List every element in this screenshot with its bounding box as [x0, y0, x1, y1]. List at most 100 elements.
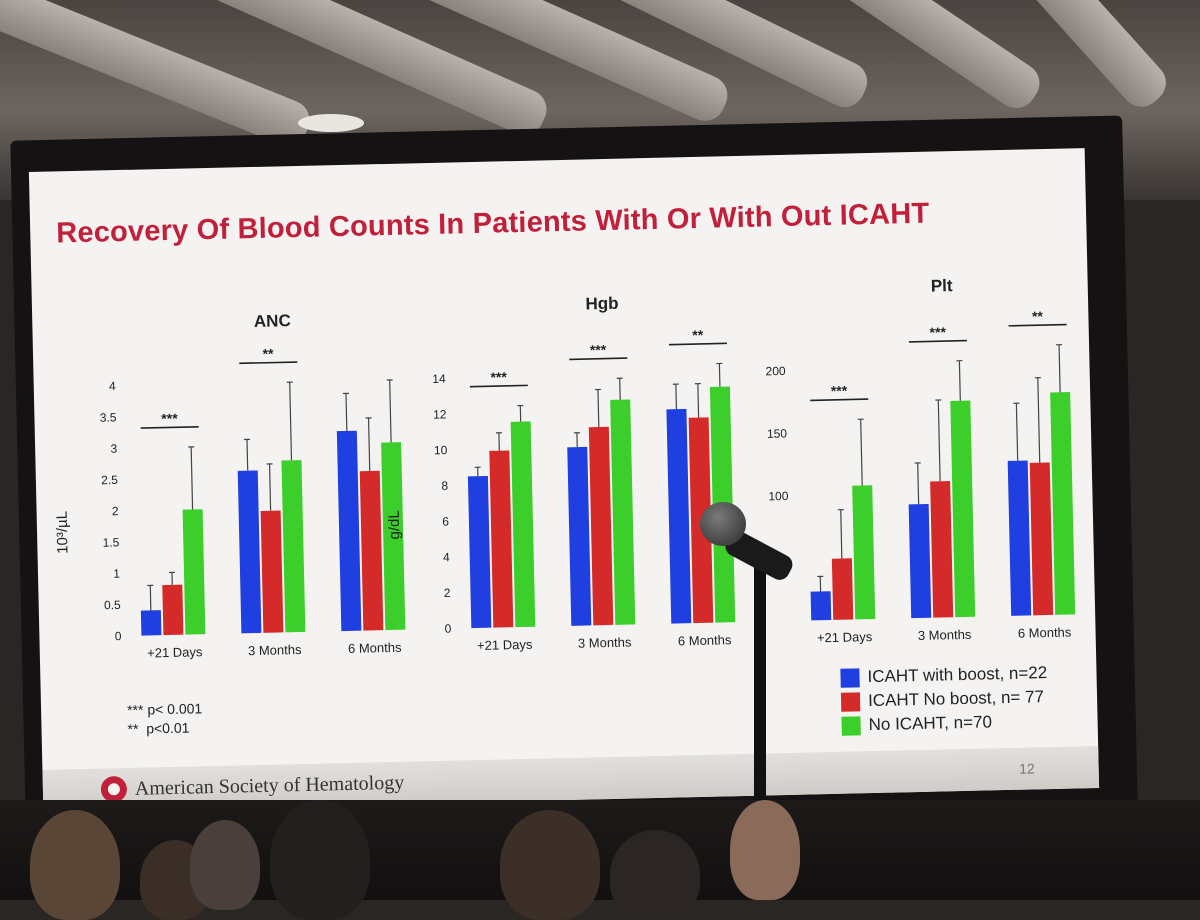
microphone-icon: [700, 502, 746, 546]
significance-bracket: [569, 358, 627, 359]
presentation-slide: Recovery Of Blood Counts In Patients Wit…: [29, 148, 1099, 812]
bar: [909, 504, 932, 618]
bar: [511, 421, 536, 627]
y-tick-label: 12: [433, 407, 447, 421]
legend-item: No ICAHT, n=70: [841, 709, 1048, 738]
bar: [360, 471, 384, 631]
legend-label: ICAHT with boost, n=22: [867, 663, 1047, 687]
error-bar: [698, 384, 699, 418]
y-tick-label: 10: [434, 443, 448, 457]
significance-marker: ***: [590, 342, 607, 358]
significance-marker: ***: [929, 324, 946, 340]
bar: [567, 447, 591, 626]
error-bar: [598, 389, 599, 426]
error-bar: [290, 382, 292, 460]
y-tick-label: 4: [443, 550, 450, 564]
y-tick-label: 8: [441, 479, 448, 493]
significance-marker: **: [1032, 308, 1044, 324]
significance-bracket: [669, 343, 727, 344]
significance-bracket: [141, 427, 199, 428]
significance-note-p01: ** p<0.01: [127, 720, 189, 737]
x-tick-label: +21 Days: [147, 644, 203, 660]
y-tick-label: 6: [442, 514, 449, 528]
x-tick-label: 6 Months: [1018, 625, 1072, 641]
significance-marker: **: [262, 346, 274, 362]
y-tick-label: 1: [113, 567, 120, 581]
bar: [852, 485, 875, 619]
bar: [238, 470, 262, 633]
significance-bracket: [239, 362, 297, 363]
error-bar: [959, 361, 960, 401]
error-bar: [861, 419, 863, 485]
legend-label: No ICAHT, n=70: [868, 712, 992, 735]
x-tick-label: 3 Months: [918, 627, 972, 643]
bar: [950, 401, 975, 618]
bar: [1008, 460, 1032, 615]
y-tick-label: 2: [112, 504, 119, 518]
y-tick-label: 0: [444, 622, 451, 636]
ash-logo-icon: [101, 776, 128, 803]
bar: [610, 399, 635, 624]
error-bar: [938, 400, 940, 481]
y-tick-label: 150: [767, 426, 788, 440]
y-tick-label: 3: [110, 442, 117, 456]
significance-bracket: [810, 399, 868, 400]
ceiling-light: [298, 114, 364, 132]
bar: [666, 409, 691, 624]
bar: [811, 591, 832, 620]
bar: [468, 476, 491, 628]
error-bar: [719, 364, 720, 387]
bar: [281, 460, 305, 632]
significance-bracket: [1009, 325, 1067, 326]
y-tick-label: 14: [432, 372, 446, 386]
y-tick-label: 0.5: [104, 598, 121, 612]
bar: [141, 610, 162, 635]
bar: [1030, 462, 1053, 615]
legend-swatch: [841, 692, 860, 711]
bar: [1050, 392, 1075, 615]
error-bar: [247, 439, 248, 470]
y-tick-label: 2: [444, 586, 451, 600]
bar: [489, 450, 513, 627]
error-bar: [390, 380, 391, 442]
bar: [261, 511, 284, 633]
y-tick-label: 3.5: [100, 410, 117, 424]
y-tick-label: 2.5: [101, 473, 118, 487]
error-bar: [676, 384, 677, 409]
y-axis-label: g/dL: [386, 510, 404, 540]
bar: [183, 509, 206, 634]
bar: [930, 481, 953, 618]
error-bar: [150, 585, 151, 610]
x-tick-label: +21 Days: [817, 629, 873, 645]
legend-label: ICAHT No boost, n= 77: [868, 687, 1044, 711]
y-tick-label: 1.5: [102, 535, 119, 549]
significance-marker: ***: [490, 369, 507, 385]
significance-note-p001: *** p< 0.001: [127, 700, 202, 718]
legend-swatch: [840, 668, 859, 687]
audience-silhouettes: [0, 800, 1200, 900]
error-bar: [191, 447, 192, 509]
x-tick-label: +21 Days: [477, 637, 533, 653]
significance-bracket: [909, 341, 967, 342]
y-tick-label: 4: [109, 379, 116, 393]
y-tick-label: 100: [768, 489, 789, 503]
x-tick-label: 3 Months: [578, 635, 632, 651]
bar: [162, 585, 183, 635]
y-axis-label: 10³/µL: [54, 511, 72, 554]
slide-page-number: 12: [1019, 760, 1035, 776]
error-bar: [346, 393, 347, 430]
x-tick-label: 3 Months: [248, 642, 302, 658]
x-tick-label: 6 Months: [678, 632, 732, 648]
significance-bracket: [470, 385, 528, 386]
bar: [589, 427, 613, 626]
significance-marker: ***: [831, 383, 848, 399]
y-tick-label: 200: [765, 364, 786, 378]
error-bar: [270, 464, 271, 511]
bar: [832, 558, 853, 620]
error-bar: [369, 418, 370, 471]
error-bar: [1016, 403, 1017, 460]
chart-title: ANC: [254, 311, 291, 331]
significance-marker: **: [692, 327, 704, 343]
organization-name: American Society of Hematology: [135, 771, 405, 800]
error-bar: [1038, 378, 1040, 463]
